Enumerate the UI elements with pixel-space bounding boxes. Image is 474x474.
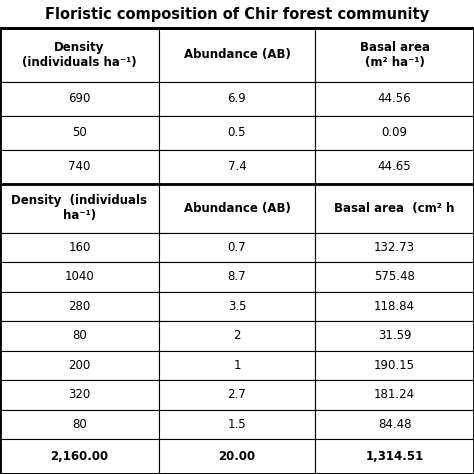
Bar <box>0 380 159 410</box>
Bar <box>159 410 315 439</box>
Bar <box>0 439 159 474</box>
Bar <box>315 439 474 474</box>
Bar <box>0 82 159 116</box>
Text: 3.5: 3.5 <box>228 300 246 313</box>
Bar <box>315 262 474 292</box>
Text: 80: 80 <box>72 329 87 342</box>
Bar <box>159 233 315 262</box>
Bar <box>315 351 474 380</box>
Bar <box>0 262 159 292</box>
Text: 118.84: 118.84 <box>374 300 415 313</box>
Text: 31.59: 31.59 <box>378 329 411 342</box>
Text: 190.15: 190.15 <box>374 359 415 372</box>
Text: 181.24: 181.24 <box>374 388 415 401</box>
Text: Basal area
(m² ha⁻¹): Basal area (m² ha⁻¹) <box>360 41 429 69</box>
Bar <box>0 410 159 439</box>
Bar <box>0 116 159 150</box>
Bar <box>315 292 474 321</box>
Bar <box>159 150 315 184</box>
Bar <box>315 28 474 82</box>
Text: 132.73: 132.73 <box>374 241 415 254</box>
Text: 20.00: 20.00 <box>219 450 255 463</box>
Text: Abundance (AB): Abundance (AB) <box>183 48 291 62</box>
Text: 690: 690 <box>68 92 91 105</box>
Text: 1.5: 1.5 <box>228 418 246 431</box>
Bar <box>159 28 315 82</box>
Text: 50: 50 <box>72 127 87 139</box>
Bar <box>315 82 474 116</box>
Text: 2,160.00: 2,160.00 <box>50 450 109 463</box>
Bar <box>159 262 315 292</box>
Text: 0.09: 0.09 <box>382 127 408 139</box>
Text: 740: 740 <box>68 160 91 173</box>
Bar <box>159 292 315 321</box>
Text: Floristic composition of Chir forest community: Floristic composition of Chir forest com… <box>45 7 429 21</box>
Text: 160: 160 <box>68 241 91 254</box>
Text: 1,314.51: 1,314.51 <box>365 450 424 463</box>
Text: Density
(individuals ha⁻¹): Density (individuals ha⁻¹) <box>22 41 137 69</box>
Text: 575.48: 575.48 <box>374 271 415 283</box>
Bar <box>315 116 474 150</box>
Bar <box>159 439 315 474</box>
Bar <box>0 292 159 321</box>
Text: 44.56: 44.56 <box>378 92 411 105</box>
Bar <box>159 82 315 116</box>
Text: 2: 2 <box>233 329 241 342</box>
Bar <box>0 233 159 262</box>
Bar <box>0 28 159 82</box>
Bar <box>0 321 159 351</box>
Text: Abundance (AB): Abundance (AB) <box>183 202 291 215</box>
Bar <box>159 380 315 410</box>
Text: 7.4: 7.4 <box>228 160 246 173</box>
Bar <box>0 351 159 380</box>
Bar <box>159 116 315 150</box>
Text: 44.65: 44.65 <box>378 160 411 173</box>
Text: 0.7: 0.7 <box>228 241 246 254</box>
Bar <box>159 351 315 380</box>
Bar <box>315 380 474 410</box>
Bar <box>315 184 474 233</box>
Bar <box>315 321 474 351</box>
Text: 320: 320 <box>68 388 91 401</box>
Text: 1: 1 <box>233 359 241 372</box>
Bar <box>315 410 474 439</box>
Bar <box>159 184 315 233</box>
Text: 6.9: 6.9 <box>228 92 246 105</box>
Text: 80: 80 <box>72 418 87 431</box>
Text: 1040: 1040 <box>64 271 94 283</box>
Text: 200: 200 <box>68 359 91 372</box>
Bar <box>159 321 315 351</box>
Bar <box>0 150 159 184</box>
Bar <box>315 150 474 184</box>
Text: Basal area  (cm² h: Basal area (cm² h <box>335 202 455 215</box>
Bar <box>315 233 474 262</box>
Bar <box>0 184 159 233</box>
Text: 8.7: 8.7 <box>228 271 246 283</box>
Text: 0.5: 0.5 <box>228 127 246 139</box>
Text: 84.48: 84.48 <box>378 418 411 431</box>
Text: 2.7: 2.7 <box>228 388 246 401</box>
Text: 280: 280 <box>68 300 91 313</box>
Text: Density  (individuals
ha⁻¹): Density (individuals ha⁻¹) <box>11 194 147 222</box>
